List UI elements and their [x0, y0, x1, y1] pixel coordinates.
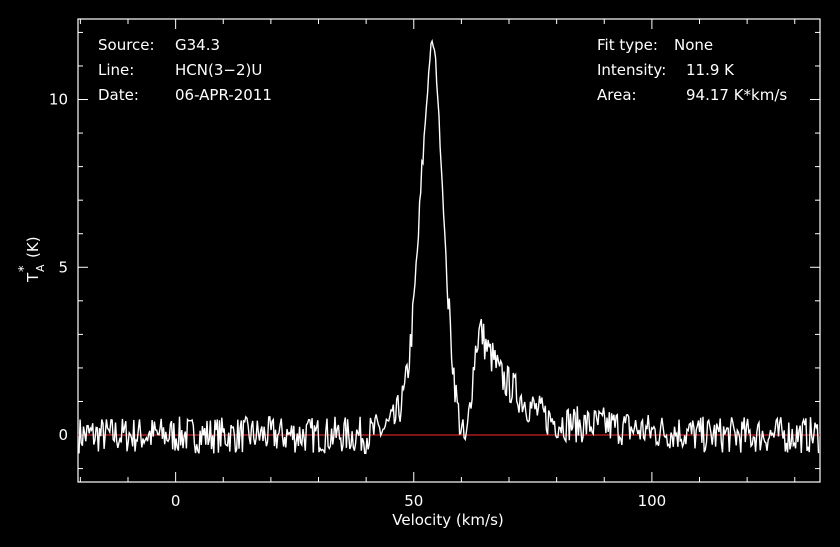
- y-axis-label-sub: A: [34, 264, 47, 272]
- y-tick-label: 0: [58, 426, 68, 444]
- fit-type-label: Fit type:: [597, 36, 658, 54]
- axes-frame: [77, 18, 821, 483]
- intensity-label: Intensity:: [597, 61, 666, 79]
- source-label: Source:: [98, 36, 155, 54]
- y-axis-label-main: T: [24, 272, 42, 283]
- line-label: Line:: [98, 61, 134, 79]
- y-tick-label: 10: [49, 91, 68, 109]
- line-value: HCN(3−2)U: [175, 61, 262, 79]
- y-axis-label-sup: *: [17, 265, 32, 272]
- axis-ticks: 0 50 100 0 5 10: [49, 19, 820, 510]
- y-axis-label-unit: (K): [24, 236, 42, 258]
- fit-type-value: None: [674, 36, 713, 54]
- date-label: Date:: [98, 86, 139, 104]
- x-tick-label: 0: [171, 492, 181, 510]
- x-axis-label: Velocity (km/s): [392, 511, 503, 529]
- spectrum-line: [78, 38, 820, 454]
- y-tick-label: 5: [58, 258, 68, 276]
- x-tick-label: 100: [638, 492, 667, 510]
- source-value: G34.3: [175, 36, 220, 54]
- intensity-value: 11.9 K: [686, 61, 735, 79]
- date-value: 06-APR-2011: [175, 86, 272, 104]
- area-label: Area:: [597, 86, 637, 104]
- area-value: 94.17 K*km/s: [686, 86, 787, 104]
- x-tick-label: 50: [404, 492, 423, 510]
- plot-frame: [77, 18, 821, 483]
- y-axis-label: T A * (K): [17, 236, 47, 283]
